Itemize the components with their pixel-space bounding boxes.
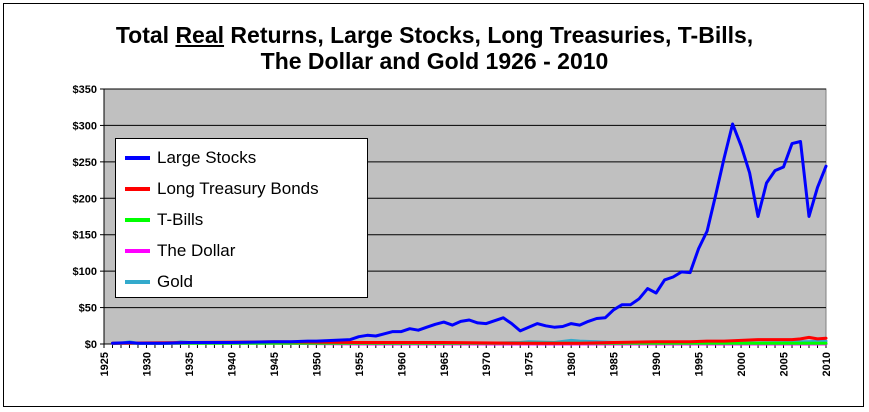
x-tick-label: 2010 — [821, 352, 833, 376]
x-tick-label: 1970 — [481, 352, 493, 376]
x-tick-label: 1930 — [141, 352, 153, 376]
legend-swatch — [125, 249, 150, 253]
title-part-pre: Total — [115, 22, 176, 48]
legend-label: Gold — [157, 272, 193, 291]
y-tick-label: $350 — [73, 84, 97, 96]
x-tick-label: 1995 — [694, 352, 706, 376]
legend-swatch — [125, 280, 150, 284]
x-tick-label: 2005 — [779, 352, 791, 376]
x-tick-label: 1960 — [396, 352, 408, 376]
y-tick-label: $150 — [73, 230, 97, 242]
legend-label: The Dollar — [157, 241, 236, 260]
x-tick-label: 1980 — [566, 352, 578, 376]
chart-title-line-1: Total Real Returns, Large Stocks, Long T… — [0, 22, 869, 48]
x-tick-label: 1955 — [354, 352, 366, 376]
x-tick-label: 2000 — [736, 352, 748, 376]
series-line-large-stocks — [111, 122, 828, 345]
x-tick-label: 1975 — [524, 352, 536, 376]
title-part-underlined: Real — [175, 22, 225, 48]
chart-legend: Large Stocks Long Treasury Bonds T-Bills Th… — [115, 138, 368, 298]
legend-swatch — [125, 218, 150, 222]
y-tick-label: $0 — [85, 339, 97, 351]
y-tick-label: $50 — [79, 303, 97, 315]
legend-item-the-dollar: The Dollar — [116, 239, 235, 263]
x-tick-label: 1945 — [269, 352, 281, 376]
x-tick-label: 1925 — [99, 352, 111, 376]
series-line-long-treasury-bonds — [111, 335, 828, 345]
legend-item-gold: Gold — [116, 270, 193, 294]
y-tick-label: $100 — [73, 266, 97, 278]
x-tick-label: 1990 — [651, 352, 663, 376]
chart-title: Total Real Returns, Large Stocks, Long T… — [0, 22, 869, 74]
x-tick-label: 1950 — [311, 352, 323, 376]
legend-item-t-bills: T-Bills — [116, 208, 203, 232]
x-tick-label: 1935 — [184, 352, 196, 376]
legend-item-large-stocks: Large Stocks — [116, 146, 256, 170]
legend-label: T-Bills — [157, 210, 204, 229]
y-tick-label: $250 — [73, 157, 97, 169]
legend-swatch — [125, 187, 150, 191]
title-part-post: Returns, Large Stocks, Long Treasuries, … — [224, 22, 754, 48]
legend-item-long-treasury-bonds: Long Treasury Bonds — [116, 177, 319, 201]
legend-label: Long Treasury Bonds — [157, 179, 319, 198]
y-tick-label: $200 — [73, 193, 97, 205]
chart-title-line-2: The Dollar and Gold 1926 - 2010 — [260, 48, 609, 74]
x-tick-label: 1985 — [609, 352, 621, 376]
x-tick-label: 1965 — [439, 352, 451, 376]
x-tick-label: 1940 — [226, 352, 238, 376]
legend-label: Large Stocks — [157, 148, 257, 167]
y-tick-label: $300 — [73, 120, 97, 132]
legend-swatch — [125, 156, 150, 160]
